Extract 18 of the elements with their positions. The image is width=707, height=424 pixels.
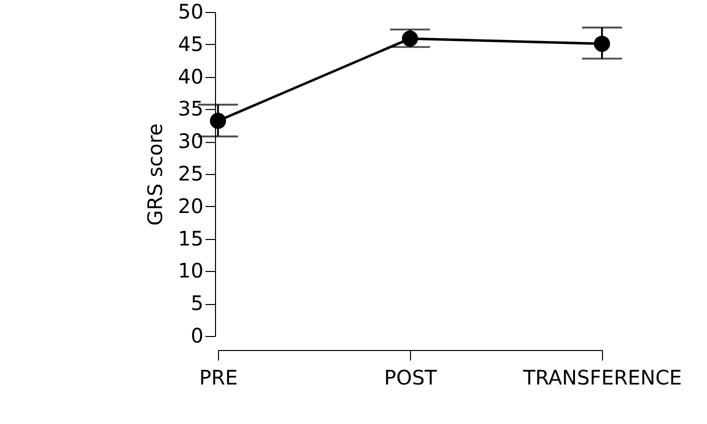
point bbox=[210, 112, 226, 129]
y-tick-label: 40 bbox=[178, 64, 204, 88]
y-tick-label: 0 bbox=[190, 324, 204, 348]
x-tick-label: POST bbox=[384, 366, 438, 390]
x-tick-label: PRE bbox=[199, 366, 238, 390]
y-tick-label: 10 bbox=[178, 258, 204, 283]
y-tick-label: 50 bbox=[178, 0, 204, 24]
y-tick-label: 35 bbox=[178, 96, 204, 121]
y-tick-label: 30 bbox=[178, 129, 204, 154]
y-tick-label: 5 bbox=[190, 291, 204, 316]
x-tick-label: TRANSFERENCE bbox=[522, 366, 682, 390]
y-tick-label: 45 bbox=[178, 32, 204, 56]
y-tick-label: 25 bbox=[178, 162, 204, 186]
y-tick-label: 15 bbox=[178, 226, 204, 250]
y-axis-title: GRS score bbox=[143, 123, 168, 226]
y-tick-label: 20 bbox=[178, 194, 204, 218]
point bbox=[402, 30, 418, 47]
point bbox=[594, 36, 610, 52]
